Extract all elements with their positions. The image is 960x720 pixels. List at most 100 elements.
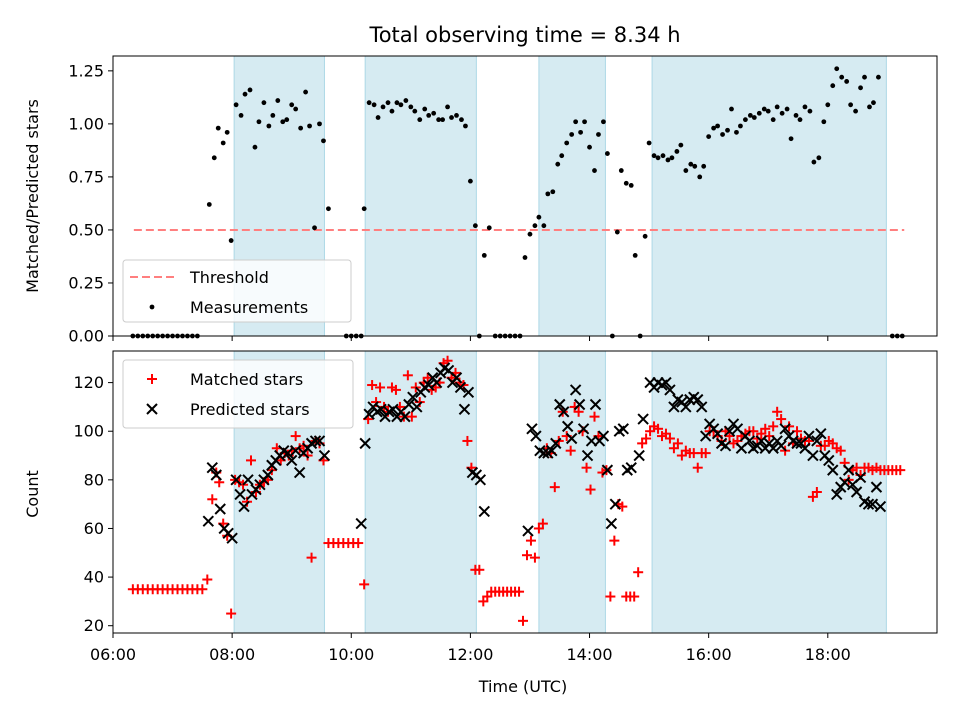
shaded-interval	[651, 55, 887, 337]
matched-star-point	[581, 462, 592, 473]
measurement-point	[646, 140, 652, 146]
x-tick-label: 06:00	[90, 645, 136, 664]
predicted-star-point	[530, 430, 542, 442]
measurement-point	[307, 123, 312, 129]
y-tick-label: 0.00	[68, 327, 104, 346]
predicted-star-point	[807, 449, 819, 462]
matched-star-point	[653, 423, 664, 434]
predicted-star-point	[355, 517, 367, 530]
measurement-point	[601, 119, 606, 125]
measurement-point	[412, 108, 418, 114]
measurement-point	[573, 119, 579, 125]
predicted-star-point	[719, 440, 732, 452]
legend-x-marker	[146, 403, 158, 415]
y-tick-label: 0.50	[68, 220, 104, 239]
measurement-point	[224, 129, 230, 135]
predicted-star-point	[625, 461, 637, 474]
x-tick-label: 08:00	[209, 645, 255, 664]
predicted-star-point	[842, 464, 855, 476]
legend-measurements-swatch	[149, 304, 155, 310]
measurement-point	[361, 206, 367, 212]
measurement-point	[454, 112, 459, 118]
legend-matched-swatch	[147, 374, 157, 384]
predicted-star-point	[870, 481, 883, 493]
measurement-point	[403, 98, 409, 103]
shaded-interval	[364, 55, 477, 337]
predicted-star-point	[660, 376, 672, 389]
measurement-point	[211, 155, 217, 161]
predicted-star-point	[450, 372, 463, 384]
measurement-point	[701, 163, 707, 169]
measurement-point	[655, 155, 661, 161]
measurement-point	[321, 138, 326, 144]
predicted-star-point	[387, 403, 399, 416]
matched-star-point	[353, 538, 364, 549]
measurement-point	[445, 104, 450, 110]
matched-star-point	[784, 421, 795, 432]
measurement-point	[536, 214, 542, 220]
predicted-star-point	[838, 476, 851, 488]
predicted-star-point	[474, 474, 487, 486]
y-tick-label: 0.25	[68, 273, 104, 292]
measurement-point	[270, 112, 276, 118]
legend-matched-label: Matched stars	[190, 370, 303, 389]
predicted-star-point	[282, 447, 294, 459]
predicted-star-point	[546, 444, 558, 457]
predicted-star-point	[565, 432, 578, 445]
predicted-star-point	[293, 466, 306, 479]
predicted-star-point	[558, 406, 570, 418]
matched-star-point	[514, 586, 525, 597]
predicted-star-point	[375, 403, 387, 416]
measurement-point	[569, 132, 575, 137]
measurement-point	[834, 66, 840, 72]
predicted-star-point	[359, 437, 371, 450]
measurement-point	[422, 106, 428, 112]
shaded-interval	[538, 350, 606, 634]
predicted-star-point	[289, 444, 302, 457]
measurement-point	[238, 112, 244, 118]
predicted-star-point	[696, 401, 708, 413]
matched-star-point	[776, 414, 787, 425]
x-tick-label: 10:00	[328, 645, 374, 664]
matched-star-point	[245, 455, 256, 466]
measurement-point	[742, 117, 748, 123]
measurement-point	[853, 108, 858, 114]
measurement-point	[756, 110, 762, 116]
matched-star-point	[226, 608, 237, 619]
measurement-point	[545, 191, 551, 197]
measurement-point	[280, 119, 286, 125]
predicted-star-point	[581, 449, 594, 462]
measurement-point	[375, 115, 381, 120]
chart-title: Total observing time = 8.34 h	[368, 23, 680, 47]
predicted-star-point	[823, 454, 835, 467]
bottom-y-axis-label: Count	[23, 470, 42, 518]
measurement-point	[293, 106, 299, 112]
matched-star-point	[565, 445, 576, 456]
measurement-point	[252, 144, 258, 150]
measurement-point	[431, 110, 437, 116]
predicted-star-point	[692, 393, 704, 406]
predicted-star-point	[827, 464, 839, 476]
predicted-star-point	[831, 488, 843, 501]
matched-star-point	[474, 564, 485, 575]
predicted-star-point	[313, 435, 326, 447]
measurement-point	[256, 119, 262, 125]
predicted-star-point	[411, 401, 423, 413]
measurement-point	[582, 119, 587, 125]
measurement-point	[839, 74, 845, 80]
measurement-point	[711, 125, 717, 131]
measurement-point	[206, 202, 212, 207]
matched-star-point	[641, 433, 652, 444]
predicted-star-point	[597, 430, 610, 442]
measurement-point	[417, 117, 423, 123]
measurement-point	[385, 100, 391, 106]
measurement-point	[261, 100, 267, 106]
predicted-star-point	[318, 449, 331, 462]
predicted-star-point	[561, 420, 574, 433]
matched-star-point	[207, 494, 218, 505]
measurement-point	[821, 119, 827, 125]
measurement-point	[729, 106, 734, 112]
measurement-point	[678, 142, 684, 148]
matched-star-point	[549, 482, 560, 493]
measurement-point	[463, 123, 468, 129]
